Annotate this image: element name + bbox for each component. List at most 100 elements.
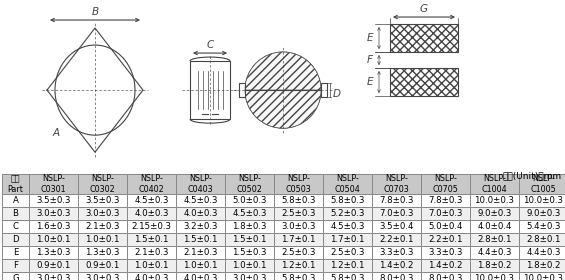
Bar [127, 207, 176, 220]
Text: 10.0±0.3: 10.0±0.3 [524, 196, 563, 205]
Text: 4.0±0.3: 4.0±0.3 [134, 274, 169, 280]
Text: 3.2±0.3: 3.2±0.3 [183, 222, 218, 231]
Text: 9.0±0.3: 9.0±0.3 [527, 209, 560, 218]
Bar [176, 207, 225, 220]
Text: 1.4±0.2: 1.4±0.2 [379, 261, 414, 270]
Text: D: D [12, 235, 19, 244]
Bar [323, 207, 372, 220]
Text: 4.0±0.3: 4.0±0.3 [134, 209, 169, 218]
Bar [421, 259, 470, 272]
Text: 3.0±0.3: 3.0±0.3 [85, 209, 120, 218]
Text: 10.0±0.3: 10.0±0.3 [524, 274, 563, 280]
Bar [519, 220, 565, 233]
Text: F: F [13, 261, 18, 270]
Text: 3.0±0.3: 3.0±0.3 [36, 209, 71, 218]
Text: 7.8±0.3: 7.8±0.3 [379, 196, 414, 205]
Bar [2, 246, 29, 259]
Text: 1.8±0.3: 1.8±0.3 [232, 222, 267, 231]
Text: 2.8±0.1: 2.8±0.1 [526, 235, 560, 244]
Bar [421, 207, 470, 220]
Text: 1.7±0.1: 1.7±0.1 [331, 235, 365, 244]
Bar [323, 220, 372, 233]
Text: 封装
Part: 封装 Part [7, 174, 23, 194]
Text: 1.6±0.3: 1.6±0.3 [36, 222, 71, 231]
Text: B: B [92, 7, 98, 17]
Text: A: A [53, 128, 60, 138]
Bar [2, 194, 29, 207]
Bar [225, 174, 274, 194]
Text: NSLP-
C0402: NSLP- C0402 [138, 174, 164, 194]
Bar [470, 246, 519, 259]
Text: 1.7±0.1: 1.7±0.1 [281, 235, 316, 244]
Bar [176, 174, 225, 194]
Bar [372, 233, 421, 246]
Text: 1.3±0.3: 1.3±0.3 [36, 248, 71, 257]
Bar [372, 194, 421, 207]
Bar [127, 174, 176, 194]
Bar [372, 220, 421, 233]
Text: 3.0±0.3: 3.0±0.3 [232, 274, 267, 280]
Text: E: E [367, 77, 373, 87]
Text: E: E [367, 33, 373, 43]
Text: 3.5±0.3: 3.5±0.3 [85, 196, 120, 205]
Text: 3.5±0.3: 3.5±0.3 [36, 196, 71, 205]
Bar [2, 220, 29, 233]
Text: 2.5±0.3: 2.5±0.3 [281, 209, 316, 218]
Bar [127, 220, 176, 233]
Bar [470, 220, 519, 233]
Bar [225, 194, 274, 207]
Text: D: D [333, 89, 341, 99]
Bar [78, 272, 127, 280]
Bar [78, 174, 127, 194]
Bar [470, 194, 519, 207]
Bar [421, 246, 470, 259]
Text: 5.8±0.3: 5.8±0.3 [281, 196, 316, 205]
Bar [127, 233, 176, 246]
Text: 单位(Unit)：mm: 单位(Unit)：mm [503, 171, 562, 180]
Bar [372, 246, 421, 259]
Text: 0.9±0.1: 0.9±0.1 [85, 261, 120, 270]
Bar [421, 220, 470, 233]
Bar [470, 174, 519, 194]
Text: 2.1±0.3: 2.1±0.3 [134, 248, 169, 257]
Text: 3.0±0.3: 3.0±0.3 [36, 274, 71, 280]
Text: 1.2±0.1: 1.2±0.1 [331, 261, 365, 270]
Bar [78, 259, 127, 272]
Bar [372, 174, 421, 194]
Bar [127, 246, 176, 259]
Text: 5.8±0.3: 5.8±0.3 [331, 274, 365, 280]
Bar [323, 259, 372, 272]
Bar [176, 194, 225, 207]
Bar [225, 246, 274, 259]
Bar [421, 194, 470, 207]
Text: NSLP-
C0703: NSLP- C0703 [384, 174, 410, 194]
Bar [78, 246, 127, 259]
Bar [225, 233, 274, 246]
Bar [176, 259, 225, 272]
Bar [470, 233, 519, 246]
Bar [29, 194, 78, 207]
Text: 2.5±0.3: 2.5±0.3 [331, 248, 365, 257]
Text: 4.5±0.3: 4.5±0.3 [232, 209, 267, 218]
Text: 2.15±0.3: 2.15±0.3 [132, 222, 172, 231]
Bar [29, 207, 78, 220]
Text: NSLP-
C0502: NSLP- C0502 [237, 174, 262, 194]
Text: 1.5±0.1: 1.5±0.1 [232, 235, 267, 244]
Bar [372, 259, 421, 272]
Bar [190, 61, 230, 119]
Text: 5.8±0.3: 5.8±0.3 [331, 196, 365, 205]
Bar [29, 246, 78, 259]
Bar [274, 272, 323, 280]
Bar [274, 246, 323, 259]
Bar [78, 207, 127, 220]
Bar [127, 194, 176, 207]
Text: 3.3±0.3: 3.3±0.3 [379, 248, 414, 257]
Bar [225, 272, 274, 280]
Text: 3.5±0.4: 3.5±0.4 [379, 222, 414, 231]
Bar [2, 259, 29, 272]
Bar [78, 220, 127, 233]
Bar [29, 259, 78, 272]
Text: 5.2±0.3: 5.2±0.3 [331, 209, 365, 218]
Text: 3.0±0.3: 3.0±0.3 [85, 274, 120, 280]
Bar [323, 194, 372, 207]
